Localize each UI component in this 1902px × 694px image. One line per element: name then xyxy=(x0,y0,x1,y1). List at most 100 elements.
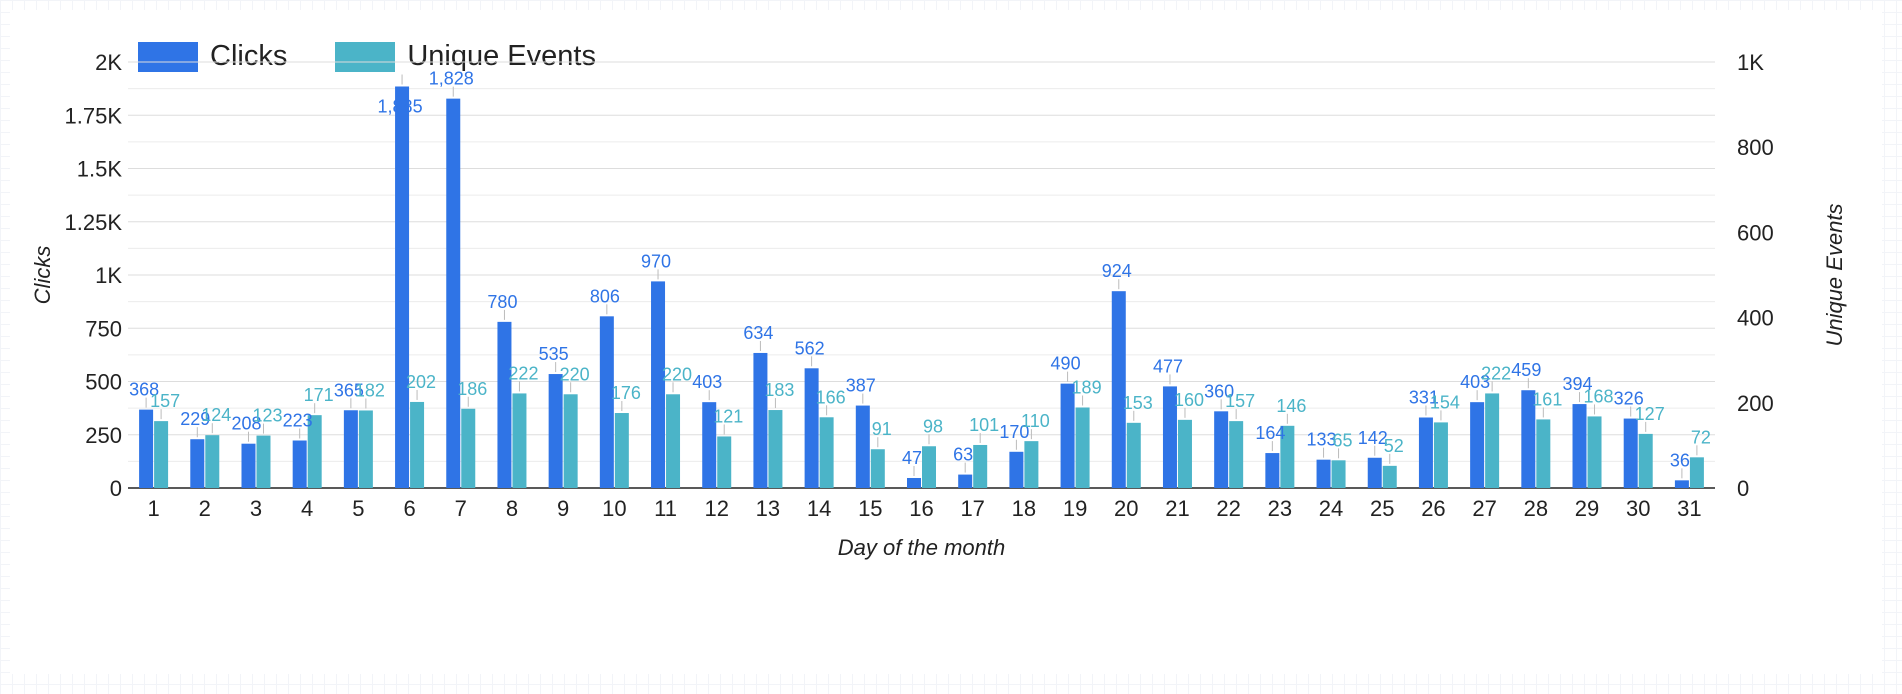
left-axis-tick-label: 750 xyxy=(85,316,122,341)
data-label-unique-events: 146 xyxy=(1276,396,1306,416)
x-axis-tick-label: 25 xyxy=(1370,496,1394,521)
data-label-unique-events: 157 xyxy=(150,391,180,411)
bar-clicks xyxy=(907,477,921,488)
bar-clicks xyxy=(1009,451,1024,488)
data-label-unique-events: 189 xyxy=(1072,377,1102,397)
bar-clicks xyxy=(190,439,205,488)
left-axis-title: Clicks xyxy=(30,246,55,305)
x-axis-tick-label: 3 xyxy=(250,496,262,521)
x-axis-tick-label: 4 xyxy=(301,496,313,521)
bar-clicks xyxy=(241,443,256,488)
right-axis-tick-label: 0 xyxy=(1737,476,1749,501)
bar-unique-events xyxy=(1433,422,1448,488)
data-label-unique-events: 52 xyxy=(1384,436,1404,456)
x-axis-tick-label: 26 xyxy=(1421,496,1445,521)
chart-card: Clicks Unique Events 0 250 500 750 1K 1.25K 1.… xyxy=(10,10,1882,674)
data-label-clicks: 780 xyxy=(487,292,517,312)
data-label-clicks: 806 xyxy=(590,286,620,306)
x-axis-tick-label: 8 xyxy=(506,496,518,521)
bar-unique-events xyxy=(1587,416,1602,488)
bar-unique-events xyxy=(256,435,271,488)
bar-clicks xyxy=(651,281,666,488)
bar-unique-events xyxy=(512,393,527,488)
x-axis-tick-label: 12 xyxy=(704,496,728,521)
data-label-unique-events: 222 xyxy=(508,363,538,383)
x-axis-tick-label: 16 xyxy=(909,496,933,521)
data-label-unique-events: 72 xyxy=(1691,427,1711,447)
bar-clicks xyxy=(1572,404,1587,488)
x-axis-tick-label: 30 xyxy=(1626,496,1650,521)
left-axis-tick-label: 1K xyxy=(95,263,122,288)
data-label-clicks: 490 xyxy=(1051,354,1081,374)
legend-item-unique-events[interactable]: Unique Events xyxy=(335,40,596,73)
bar-clicks xyxy=(1521,390,1536,488)
data-label-clicks: 208 xyxy=(231,414,261,434)
bar-unique-events xyxy=(1075,407,1090,488)
x-axis-tick-label: 19 xyxy=(1063,496,1087,521)
data-label-clicks: 223 xyxy=(283,411,313,431)
data-label-unique-events: 168 xyxy=(1583,386,1613,406)
x-axis-tick-label: 18 xyxy=(1012,496,1036,521)
bar-clicks xyxy=(599,316,614,488)
right-axis-tick-label: 1K xyxy=(1737,50,1764,75)
legend-item-clicks[interactable]: Clicks xyxy=(138,40,287,73)
data-label-clicks: 326 xyxy=(1614,389,1644,409)
data-label-unique-events: 123 xyxy=(252,406,282,426)
data-label-clicks: 36 xyxy=(1670,450,1690,470)
bar-unique-events xyxy=(870,449,885,488)
bar-clicks xyxy=(1623,418,1638,488)
x-axis-tick-label: 11 xyxy=(654,496,677,521)
data-label-unique-events: 124 xyxy=(201,405,231,425)
data-label-unique-events: 91 xyxy=(872,419,892,439)
bar-unique-events xyxy=(614,413,629,488)
x-axis-tick-label: 14 xyxy=(807,496,831,521)
data-label-clicks: 360 xyxy=(1204,381,1234,401)
data-label-clicks: 970 xyxy=(641,251,671,271)
data-label-clicks: 459 xyxy=(1511,360,1541,380)
bar-unique-events xyxy=(1331,460,1346,488)
left-axis-tick-label: 250 xyxy=(85,423,122,448)
x-axis-tick-label: 6 xyxy=(403,496,415,521)
x-axis-title: Day of the month xyxy=(838,535,1006,560)
bar-clicks xyxy=(548,374,563,488)
data-label-clicks: 387 xyxy=(846,376,876,396)
data-label-clicks: 535 xyxy=(539,344,569,364)
data-label-unique-events: 110 xyxy=(1021,411,1050,431)
data-label-clicks: 229 xyxy=(180,409,210,429)
bar-unique-events xyxy=(1638,433,1653,488)
data-label-unique-events: 182 xyxy=(355,380,385,400)
bar-unique-events xyxy=(461,408,476,488)
x-axis-tick-label: 1 xyxy=(147,496,159,521)
bar-clicks xyxy=(446,98,461,489)
x-axis-tick-label: 21 xyxy=(1165,496,1189,521)
bar-clicks xyxy=(1214,411,1229,488)
data-label-unique-events: 222 xyxy=(1481,363,1511,383)
data-label-unique-events: 166 xyxy=(816,387,846,407)
x-axis-tick-label: 20 xyxy=(1114,496,1138,521)
data-label-clicks: 1,828 xyxy=(429,69,474,89)
bar-clicks xyxy=(497,321,512,488)
bar-clicks xyxy=(1418,417,1433,488)
data-label-clicks: 1,885 xyxy=(378,96,423,116)
data-label-unique-events: 176 xyxy=(611,383,641,403)
right-axis-tick-label: 200 xyxy=(1737,391,1774,416)
data-label-unique-events: 98 xyxy=(923,416,943,436)
x-axis-tick-label: 13 xyxy=(756,496,780,521)
x-axis-tick-label: 27 xyxy=(1472,496,1496,521)
data-label-clicks: 394 xyxy=(1562,374,1592,394)
bar-unique-events xyxy=(819,417,834,488)
data-label-unique-events: 121 xyxy=(713,406,743,426)
x-axis-tick-label: 7 xyxy=(455,496,467,521)
data-label-unique-events: 171 xyxy=(304,385,334,405)
chart-plot: 0 250 500 750 1K 1.25K 1.5K 1.75K 2K 0 200 400 600 80… xyxy=(30,50,1847,560)
x-axis-tick-label: 24 xyxy=(1319,496,1343,521)
data-label-clicks: 331 xyxy=(1409,387,1439,407)
bar-unique-events xyxy=(1280,425,1295,488)
bar-unique-events xyxy=(205,435,220,488)
bar-clicks xyxy=(702,402,717,488)
bar-clicks xyxy=(292,440,307,488)
data-label-unique-events: 186 xyxy=(457,379,487,399)
data-label-clicks: 142 xyxy=(1358,428,1388,448)
bar-unique-events xyxy=(973,444,988,488)
